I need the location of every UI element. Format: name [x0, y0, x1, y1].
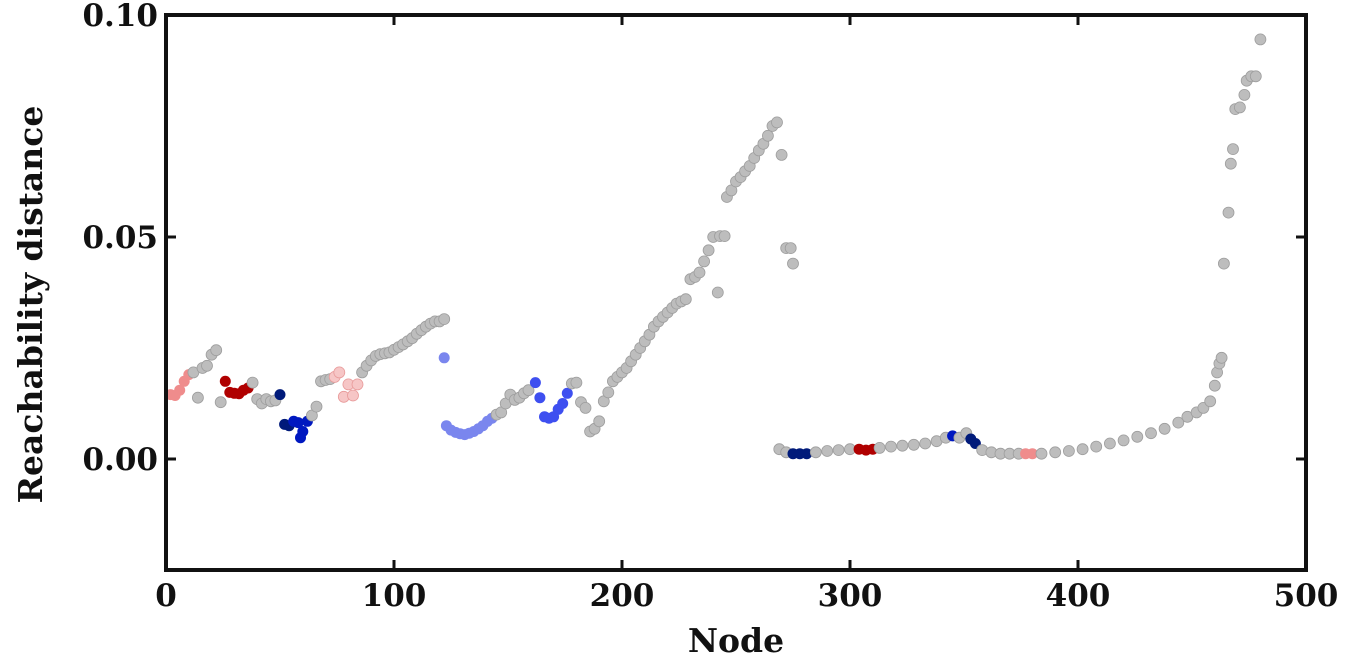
data-point [1026, 448, 1038, 460]
data-point [1224, 157, 1237, 170]
data-point [1076, 443, 1089, 456]
y-axis-title: Reachability distance [11, 106, 50, 504]
data-point [1238, 89, 1251, 101]
data-point [896, 439, 909, 452]
data-point [219, 375, 231, 387]
data-point [1218, 257, 1230, 270]
x-tick-label: 100 [362, 578, 427, 614]
data-point [246, 376, 259, 389]
data-point [351, 378, 364, 391]
data-point [771, 116, 783, 129]
data-points [165, 33, 1267, 460]
x-tick-label: 0 [155, 578, 177, 614]
data-point [698, 255, 710, 268]
data-point [1234, 101, 1246, 114]
data-point [274, 389, 286, 401]
data-point [907, 438, 920, 451]
data-point [561, 387, 573, 399]
data-point [1204, 395, 1217, 408]
data-point [214, 396, 227, 409]
data-point [1254, 33, 1267, 46]
data-point [702, 244, 715, 257]
data-point [693, 266, 706, 279]
data-point [801, 448, 813, 460]
data-point [809, 446, 822, 459]
data-point [191, 391, 204, 404]
x-axis-title: Node [688, 621, 784, 660]
data-point [784, 242, 797, 255]
data-point [787, 257, 799, 270]
plot-frame [164, 13, 1308, 572]
data-point [534, 392, 546, 404]
data-point [210, 344, 223, 357]
data-point [174, 384, 186, 396]
data-point [310, 400, 323, 413]
data-point [579, 401, 592, 414]
data-point [522, 384, 535, 397]
data-point [718, 230, 731, 243]
data-point [1104, 437, 1116, 450]
data-point [347, 389, 359, 402]
data-point [593, 415, 606, 428]
data-point [1131, 430, 1144, 443]
data-point [821, 445, 834, 457]
data-point [711, 286, 724, 299]
data-point [885, 440, 897, 453]
data-point [1049, 446, 1062, 459]
data-point [1158, 422, 1171, 435]
data-point [297, 426, 309, 437]
data-point [438, 352, 450, 364]
data-point [1117, 434, 1130, 447]
x-tick-label: 300 [818, 578, 883, 614]
x-tick-label: 400 [1046, 578, 1111, 614]
data-point [1208, 379, 1221, 392]
data-point [762, 129, 774, 142]
data-point [679, 293, 692, 306]
data-point [919, 437, 932, 450]
data-point [1145, 427, 1157, 440]
data-point [292, 417, 304, 429]
data-point [1227, 143, 1239, 156]
data-point [201, 359, 213, 372]
data-point [873, 441, 886, 454]
x-tick-label: 200 [590, 578, 655, 614]
data-point [1222, 206, 1235, 219]
data-point [529, 377, 541, 389]
y-tick-label: 0.00 [82, 442, 158, 478]
axis-ticks: 0 100 200 300 400 500 0.00 0.05 0.10 [82, 0, 1338, 614]
y-tick-label: 0.05 [82, 220, 158, 256]
data-point [602, 386, 615, 399]
data-point [1063, 445, 1075, 457]
data-point [333, 366, 346, 379]
data-point [1172, 416, 1185, 429]
data-point [1090, 440, 1103, 453]
y-tick-label: 0.10 [82, 0, 158, 34]
x-tick-label: 500 [1274, 578, 1339, 614]
data-point [438, 313, 451, 326]
data-point [1215, 351, 1228, 364]
data-point [775, 148, 788, 161]
data-point [1035, 447, 1048, 460]
data-point [832, 444, 845, 457]
data-point [1249, 70, 1262, 83]
data-point [557, 398, 569, 409]
data-point [570, 376, 583, 389]
